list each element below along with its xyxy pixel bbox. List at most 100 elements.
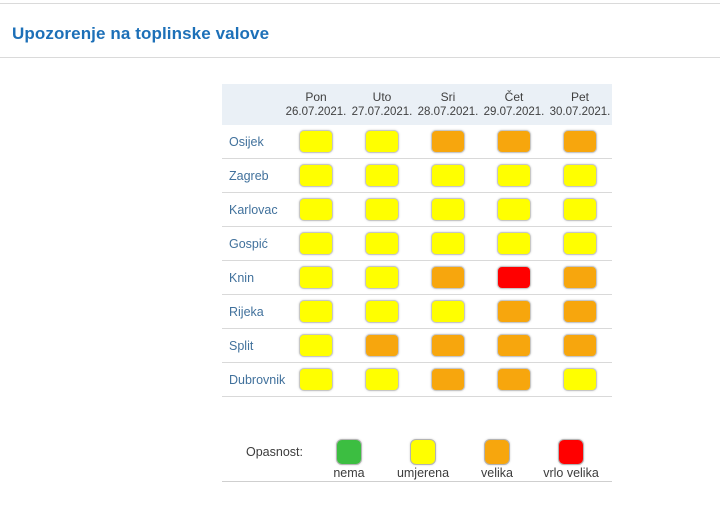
warning-cell-velika xyxy=(563,266,597,289)
warning-cell-velika xyxy=(431,130,465,153)
warning-cell-slot xyxy=(481,368,547,391)
warning-cell-umjerena xyxy=(365,368,399,391)
legend-item-velika: velika xyxy=(460,439,534,480)
warning-cell-slot xyxy=(349,130,415,153)
column-day-label: Pet xyxy=(570,89,589,104)
city-label: Osijek xyxy=(229,134,264,149)
warning-cell-umjerena xyxy=(299,130,333,153)
warning-cell-slot xyxy=(415,334,481,357)
warning-cell-umjerena xyxy=(497,232,531,255)
table-row-dubrovnik: Dubrovnik xyxy=(222,363,612,397)
warning-cell-slot xyxy=(349,232,415,255)
legend-item-vrlo-velika: vrlo velika xyxy=(534,439,608,480)
warning-cell-umjerena xyxy=(299,232,333,255)
warning-cell-slot xyxy=(415,232,481,255)
warning-cell-umjerena xyxy=(431,198,465,221)
warning-cell-slot xyxy=(547,334,613,357)
warning-cell-umjerena xyxy=(299,198,333,221)
warning-cell-velika xyxy=(563,130,597,153)
column-date-label: 28.07.2021. xyxy=(417,105,479,118)
legend: Opasnost: nema umjerena velika vrlo velika xyxy=(222,439,612,480)
warning-cell-slot xyxy=(481,130,547,153)
column-day-label: Pon xyxy=(305,89,327,104)
warning-cell-vrlo-velika xyxy=(497,266,531,289)
column-header-uto: Uto 27.07.2021. xyxy=(349,90,415,120)
table-row-osijek: Osijek xyxy=(222,125,612,159)
heat-warning-widget: Pon 26.07.2021. Uto 27.07.2021. Sri 28.07.202… xyxy=(222,84,612,482)
column-header-sri: Sri 28.07.2021. xyxy=(415,90,481,120)
warning-cell-umjerena xyxy=(497,198,531,221)
warning-cell-slot xyxy=(415,368,481,391)
warning-cell-velika xyxy=(497,368,531,391)
warning-cell-slot xyxy=(481,232,547,255)
warning-cell-slot xyxy=(283,334,349,357)
page: Upozorenje na toplinske valove Pon 26.07.… xyxy=(0,3,720,482)
table-body: Osijek Zagreb Karlovac Gospić Knin Rijeka Spli… xyxy=(222,125,612,397)
warning-cell-umjerena xyxy=(365,164,399,187)
legend-item-label: umjerena xyxy=(396,466,450,480)
warning-cell-umjerena xyxy=(365,198,399,221)
legend-swatch-velika xyxy=(484,439,510,465)
warning-cell-slot xyxy=(481,198,547,221)
table-row-knin: Knin xyxy=(222,261,612,295)
legend-swatch-umjerena xyxy=(410,439,436,465)
city-label: Rijeka xyxy=(229,304,264,319)
warning-cell-slot xyxy=(481,334,547,357)
city-label: Gospić xyxy=(229,236,268,251)
warning-cell-slot xyxy=(283,368,349,391)
warning-cell-velika xyxy=(497,130,531,153)
city-label: Knin xyxy=(229,270,255,285)
column-day-label: Sri xyxy=(440,89,456,104)
city-label: Karlovac xyxy=(229,202,278,217)
warning-cell-umjerena xyxy=(563,232,597,255)
warning-cell-umjerena xyxy=(365,266,399,289)
warning-cell-slot xyxy=(415,198,481,221)
warning-cell-slot xyxy=(415,130,481,153)
legend-title: Opasnost: xyxy=(246,445,303,459)
warning-cell-slot xyxy=(547,300,613,323)
legend-item-label: vrlo velika xyxy=(543,466,599,480)
page-title: Upozorenje na toplinske valove xyxy=(12,24,270,43)
warning-cell-umjerena xyxy=(563,368,597,391)
table-row-karlovac: Karlovac xyxy=(222,193,612,227)
warning-cell-umjerena xyxy=(431,232,465,255)
title-divider xyxy=(0,57,720,58)
warning-cell-velika xyxy=(497,334,531,357)
column-header-pet: Pet 30.07.2021. xyxy=(547,90,613,120)
warning-cell-velika xyxy=(563,300,597,323)
warning-cell-slot xyxy=(349,164,415,187)
city-label: Dubrovnik xyxy=(229,372,286,387)
warning-cell-umjerena xyxy=(299,334,333,357)
warning-cell-umjerena xyxy=(299,266,333,289)
warning-cell-slot xyxy=(349,198,415,221)
warning-cell-umjerena xyxy=(365,130,399,153)
warning-cell-velika xyxy=(431,266,465,289)
warning-cell-slot xyxy=(283,198,349,221)
warning-cell-umjerena xyxy=(563,198,597,221)
city-label: Split xyxy=(229,338,254,353)
warning-cell-velika xyxy=(563,334,597,357)
warning-cell-velika xyxy=(431,334,465,357)
legend-swatch-nema xyxy=(336,439,362,465)
column-date-label: 30.07.2021. xyxy=(549,105,611,118)
warning-cell-slot xyxy=(283,300,349,323)
warning-cell-umjerena xyxy=(431,300,465,323)
warning-cell-slot xyxy=(349,300,415,323)
column-header-pon: Pon 26.07.2021. xyxy=(283,90,349,120)
warning-cell-slot xyxy=(547,130,613,153)
legend-swatch-vrlo-velika xyxy=(558,439,584,465)
warning-cell-slot xyxy=(481,300,547,323)
warning-cell-slot xyxy=(547,232,613,255)
column-date-label: 29.07.2021. xyxy=(483,105,545,118)
column-date-label: 27.07.2021. xyxy=(351,105,413,118)
warning-cell-slot xyxy=(349,368,415,391)
table-header-row: Pon 26.07.2021. Uto 27.07.2021. Sri 28.07.202… xyxy=(222,84,612,125)
warning-cell-slot xyxy=(283,232,349,255)
warning-cell-slot xyxy=(283,266,349,289)
warning-cell-slot xyxy=(349,334,415,357)
warning-cell-umjerena xyxy=(497,164,531,187)
table-row-zagreb: Zagreb xyxy=(222,159,612,193)
warning-cell-slot xyxy=(415,300,481,323)
warning-cell-umjerena xyxy=(365,232,399,255)
warning-cell-slot xyxy=(415,164,481,187)
